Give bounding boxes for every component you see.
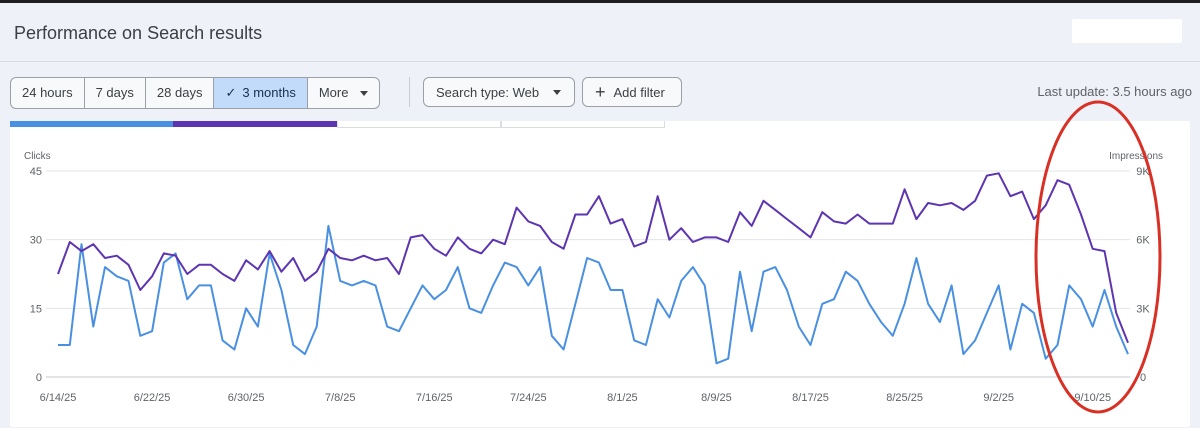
range-24-hours-button[interactable]: 24 hours — [11, 78, 85, 108]
header-divider — [0, 61, 1200, 62]
clicks-series-line — [58, 224, 1129, 365]
y-left-tick-label: 0 — [36, 372, 42, 384]
checkmark-icon: ✓ — [225, 85, 237, 100]
x-tick-label: 6/30/25 — [228, 392, 265, 404]
range-more-label: More — [318, 85, 349, 100]
x-ticks: 6/14/25 6/22/25 6/30/25 7/8/25 7/16/25 7/24/2… — [40, 392, 1111, 404]
clicks-metric-indicator[interactable] — [10, 121, 173, 127]
y-left-ticks: 0 15 30 45 — [30, 166, 42, 384]
x-tick-label: 9/10/25 — [1074, 392, 1111, 404]
x-tick-label: 8/9/25 — [701, 392, 732, 404]
range-28-days-button[interactable]: 28 days — [146, 78, 215, 108]
x-tick-label: 6/22/25 — [134, 392, 171, 404]
title-placeholder-box — [1072, 19, 1182, 43]
y-right-ticks: 0 3K 6K 9K — [1136, 166, 1150, 384]
x-tick-label: 8/17/25 — [792, 392, 829, 404]
annotation-circle — [1034, 100, 1162, 414]
performance-chart: Clicks Impressions 0 15 30 45 0 3K 6K 9K 6/14/… — [24, 100, 1163, 414]
position-metric-tab[interactable] — [501, 121, 665, 128]
chart-card — [10, 121, 1190, 427]
range-7-days-button[interactable]: 7 days — [85, 78, 146, 108]
range-more-button[interactable]: More — [308, 78, 380, 108]
chart-grid — [46, 170, 1130, 378]
search-type-label: Search type: Web — [436, 84, 540, 100]
add-filter-label: Add filter — [613, 84, 665, 100]
caret-down-icon — [553, 89, 562, 95]
search-type-dropdown[interactable]: Search type: Web — [423, 77, 575, 107]
last-update-text: Last update: 3.5 hours ago — [1037, 84, 1192, 99]
page-title: Performance on Search results — [14, 23, 263, 43]
x-tick-label: 7/24/25 — [510, 392, 547, 404]
y-left-tick-label: 15 — [30, 303, 42, 315]
y-right-tick-label: 3K — [1136, 303, 1150, 315]
x-tick-label: 9/2/25 — [983, 392, 1014, 404]
date-range-selector: 24 hours 7 days 28 days ✓ 3 months More — [10, 77, 381, 109]
y-left-tick-label: 30 — [30, 235, 42, 247]
y-left-axis-title: Clicks — [24, 151, 51, 162]
series-lines — [57, 172, 1129, 365]
y-right-axis-title: Impressions — [1109, 151, 1163, 162]
x-tick-label: 8/25/25 — [886, 392, 923, 404]
y-right-tick-label: 9K — [1136, 166, 1150, 178]
range-3-months-button[interactable]: ✓ 3 months — [214, 78, 308, 108]
ctr-metric-tab[interactable] — [337, 121, 501, 128]
caret-down-icon — [360, 90, 369, 96]
plus-icon: + — [595, 82, 606, 102]
impressions-series-line — [57, 172, 1129, 344]
y-right-tick-label: 6K — [1136, 235, 1150, 247]
x-tick-label: 7/16/25 — [416, 392, 453, 404]
toolbar-separator — [409, 77, 410, 107]
y-left-tick-label: 45 — [30, 166, 42, 178]
range-3-months-label: 3 months — [242, 85, 296, 100]
impressions-metric-indicator[interactable] — [173, 121, 337, 127]
x-tick-label: 8/1/25 — [607, 392, 638, 404]
x-tick-label: 6/14/25 — [40, 392, 77, 404]
y-right-tick-label: 0 — [1140, 372, 1146, 384]
x-tick-label: 7/8/25 — [325, 392, 356, 404]
add-filter-button[interactable]: + Add filter — [582, 77, 682, 107]
